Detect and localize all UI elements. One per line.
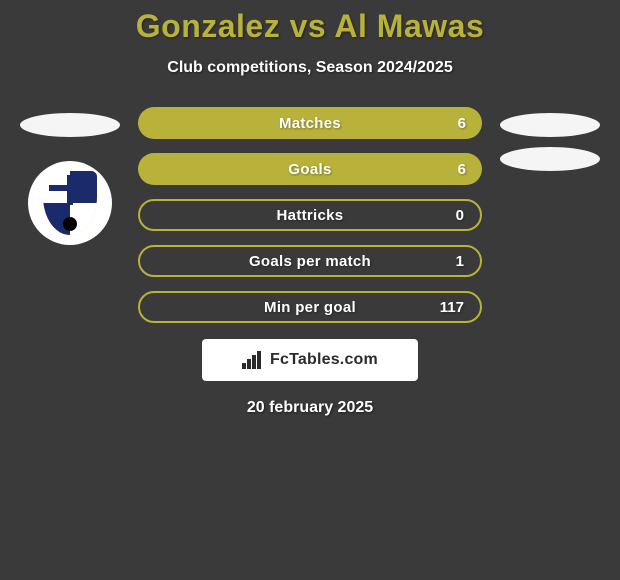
player-placeholder-oval [20,113,120,137]
stat-value: 6 [458,161,466,178]
subtitle: Club competitions, Season 2024/2025 [0,59,620,77]
stat-value: 117 [440,299,464,316]
stat-pill: Matches6 [138,107,482,139]
comparison-card: Gonzalez vs Al Mawas Club competitions, … [0,0,620,417]
stat-pill: Hattricks0 [138,199,482,231]
stat-label: Min per goal [154,299,466,316]
stats-column: Matches6Goals6Hattricks0Goals per match1… [138,107,482,323]
stat-value: 6 [458,115,466,132]
player-right-column [500,107,600,171]
player-left-column [20,107,120,245]
page-title: Gonzalez vs Al Mawas [0,8,620,45]
stat-label: Hattricks [154,207,466,224]
player-placeholder-oval [500,147,600,171]
stat-label: Goals per match [154,253,466,270]
stat-pill: Goals per match1 [138,245,482,277]
stat-value: 0 [456,207,464,224]
stat-value: 1 [456,253,464,270]
stat-label: Goals [152,161,468,178]
main-row: Matches6Goals6Hattricks0Goals per match1… [0,107,620,323]
club-logo [28,161,112,245]
chart-icon [242,351,264,369]
stat-pill: Min per goal117 [138,291,482,323]
watermark-text: FcTables.com [270,351,378,369]
stat-pill: Goals6 [138,153,482,185]
date-text: 20 february 2025 [0,399,620,417]
watermark: FcTables.com [202,339,418,381]
stat-label: Matches [152,115,468,132]
player-placeholder-oval [500,113,600,137]
